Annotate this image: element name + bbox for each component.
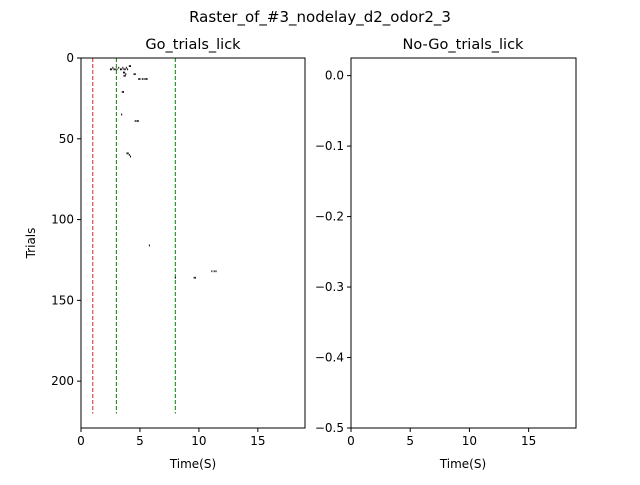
go-xtick-label: 5 bbox=[136, 434, 144, 448]
nogo-ytick-label: −0.1 bbox=[315, 139, 344, 153]
nogo-xtick-label: 15 bbox=[521, 434, 536, 448]
nogo-xticks: 0 5 10 15 bbox=[347, 428, 536, 448]
go-plot-frame bbox=[80, 57, 306, 429]
go-xticks: 0 5 10 15 bbox=[77, 428, 265, 448]
nogo-ytick-label: −0.5 bbox=[315, 421, 344, 435]
nogo-yticks: 0.0 −0.1 −0.2 −0.3 −0.4 −0.5 bbox=[315, 69, 351, 435]
go-trials-panel: Go_trials_lick 0 5 10 15 0 50 100 150 200 Time(… bbox=[24, 37, 306, 471]
nogo-ytick-label: −0.3 bbox=[315, 280, 344, 294]
nogo-ytick-label: −0.4 bbox=[315, 351, 344, 365]
nogo-ytick-label: −0.2 bbox=[315, 210, 344, 224]
nogo-plot-frame bbox=[350, 57, 577, 429]
go-xtick-label: 0 bbox=[77, 434, 85, 448]
nogo-xtick-label: 0 bbox=[347, 434, 355, 448]
go-xtick-label: 15 bbox=[250, 434, 265, 448]
nogo-trials-panel: No-Go_trials_lick 0 5 10 15 0.0 −0.1 −0.2 −0.3… bbox=[315, 37, 577, 471]
go-ylabel: Trials bbox=[24, 228, 38, 260]
go-ytick-label: 150 bbox=[51, 293, 74, 307]
nogo-xlabel: Time(S) bbox=[439, 457, 486, 471]
nogo-xtick-label: 10 bbox=[462, 434, 477, 448]
go-ytick-label: 0 bbox=[66, 51, 74, 65]
go-yticks: 0 50 100 150 200 bbox=[51, 51, 81, 388]
go-events bbox=[109, 65, 217, 279]
go-ytick-label: 50 bbox=[59, 132, 74, 146]
figure-title: Raster_of_#3_nodelay_d2_odor2_3 bbox=[189, 8, 451, 27]
go-ytick-label: 100 bbox=[51, 213, 74, 227]
go-ytick-label: 200 bbox=[51, 374, 74, 388]
go-vlines bbox=[92, 58, 176, 414]
nogo-ytick-label: 0.0 bbox=[325, 69, 344, 83]
nogo-xtick-label: 5 bbox=[406, 434, 414, 448]
go-xlabel: Time(S) bbox=[169, 457, 216, 471]
go-panel-title: Go_trials_lick bbox=[145, 37, 241, 53]
go-xtick-label: 10 bbox=[191, 434, 206, 448]
nogo-panel-title: No-Go_trials_lick bbox=[403, 37, 525, 53]
